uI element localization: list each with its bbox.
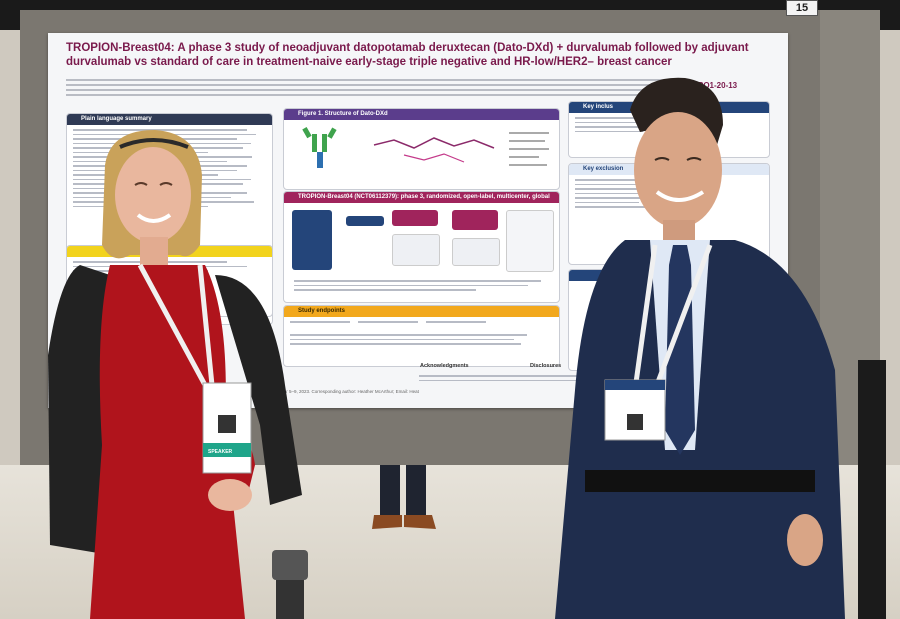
plain-language-heading: Plain language summary: [67, 114, 272, 125]
woman-presenter: SPEAKER: [40, 125, 310, 619]
poster-authors: [66, 79, 686, 101]
endpoints-panel: Study endpoints: [283, 305, 560, 367]
acknowledgments-heading: Acknowledgments: [420, 363, 469, 369]
man-presenter: [545, 70, 875, 619]
study-design-panel: TROPION-Breast04 (NCT06112379): phase 3,…: [283, 191, 560, 303]
stool: [272, 550, 312, 619]
disclosures-heading: Disclosures: [530, 363, 562, 369]
speaker-badge-label: SPEAKER: [208, 449, 233, 455]
background-person-legs: [372, 465, 442, 545]
figure1-heading: Figure 1. Structure of Dato-DXd: [284, 109, 559, 120]
study-design-heading: TROPION-Breast04 (NCT06112379): phase 3,…: [284, 192, 559, 211]
poster-title: TROPION-Breast04: A phase 3 study of neo…: [66, 42, 749, 68]
dato-dxd-structure-diagram: [302, 127, 549, 168]
poster-code: PO1-20-13: [698, 81, 738, 90]
figure1-panel: Figure 1. Structure of Dato-DXd: [283, 108, 560, 190]
dark-equipment: [858, 360, 900, 619]
endpoints-heading: Study endpoints: [284, 306, 559, 317]
board-number-sign: 15: [786, 0, 818, 16]
